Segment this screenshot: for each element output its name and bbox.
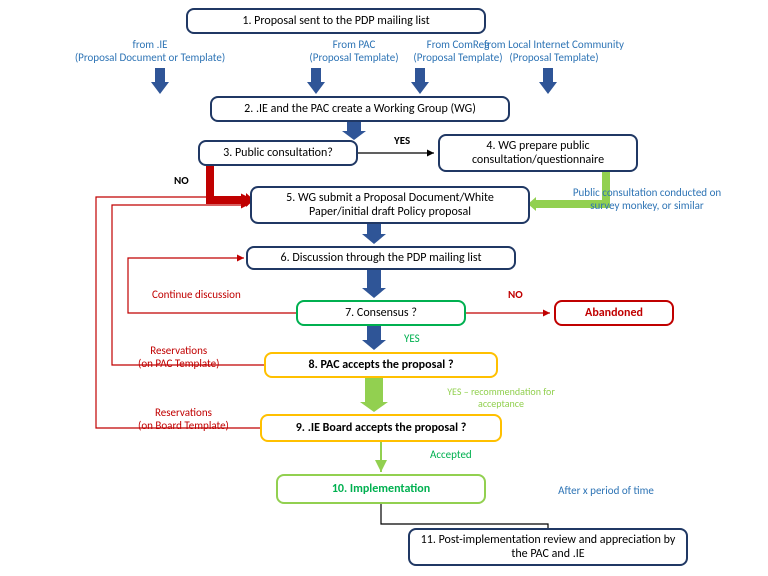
label-text: Accepted xyxy=(430,448,472,461)
label-yes7: YES xyxy=(404,332,420,345)
label-contdisc: Continue discussion xyxy=(152,288,241,301)
block-arrow-3 xyxy=(362,326,386,350)
label-res_pac: Reservations (on PAC Template) xyxy=(138,344,219,370)
node-text: 3. Public consultation? xyxy=(223,146,333,160)
label-text: NO xyxy=(508,288,523,301)
node-b8: 8. PAC accepts the proposal ? xyxy=(264,352,498,378)
label-afterx: After x period of time xyxy=(556,484,656,497)
label-text: Reservations (on PAC Template) xyxy=(138,344,219,370)
node-b2: 2. .IE and the PAC create a Working Grou… xyxy=(210,96,510,122)
label-text: Continue discussion xyxy=(152,288,241,301)
label-text: Reservations (on Board Template) xyxy=(138,406,229,432)
label-text: Public consultation conducted on survey … xyxy=(573,186,721,212)
arrow-6 xyxy=(381,504,548,528)
node-abandoned: Abandoned xyxy=(554,300,674,326)
source-line2: (Proposal Document or Template) xyxy=(60,51,240,64)
node-b1: 1. Proposal sent to the PDP mailing list xyxy=(186,8,486,34)
source-line1: from Local Internet Community xyxy=(464,38,644,51)
node-text: 8. PAC accepts the proposal ? xyxy=(308,358,453,372)
source-label-s1: from .IE(Proposal Document or Template) xyxy=(60,38,240,64)
node-text: 11. Post-implementation review and appre… xyxy=(416,533,680,561)
node-b9: 9. .IE Board accepts the proposal ? xyxy=(260,414,502,442)
node-text: 4. WG prepare public consultation/questi… xyxy=(446,139,630,167)
label-text: YES – recommendation for acceptance xyxy=(447,385,555,410)
node-b5: 5. WG submit a Proposal Document/White P… xyxy=(250,186,530,224)
node-text: 5. WG submit a Proposal Document/White P… xyxy=(258,191,522,219)
node-b11: 11. Post-implementation review and appre… xyxy=(408,528,688,566)
label-yes3: YES xyxy=(394,134,410,147)
arrow-3 xyxy=(112,205,264,365)
node-text: 6. Discussion through the PDP mailing li… xyxy=(281,251,482,265)
label-text: YES xyxy=(394,134,410,147)
block-arrow-1 xyxy=(362,224,386,244)
node-text: Abandoned xyxy=(585,306,643,320)
node-b4: 4. WG prepare public consultation/questi… xyxy=(438,134,638,172)
label-pubcon: Public consultation conducted on survey … xyxy=(572,186,722,212)
node-b6: 6. Discussion through the PDP mailing li… xyxy=(246,246,516,270)
label-no7: NO xyxy=(508,288,523,301)
label-res_board: Reservations (on Board Template) xyxy=(138,406,229,432)
label-yes8: YES – recommendation for acceptance xyxy=(426,386,576,410)
block-arrow-0 xyxy=(342,122,366,140)
node-text: 9. .IE Board accepts the proposal ? xyxy=(296,421,467,435)
node-b3: 3. Public consultation? xyxy=(198,140,358,166)
node-b10: 10. Implementation xyxy=(276,474,486,504)
label-no3: NO xyxy=(174,174,189,187)
label-accepted: Accepted xyxy=(430,448,472,461)
block-arrow-2 xyxy=(362,270,386,298)
source-label-s4: from Local Internet Community(Proposal T… xyxy=(464,38,644,64)
label-text: YES xyxy=(404,332,420,345)
block-arrow-4 xyxy=(360,378,388,412)
arrow-4 xyxy=(96,197,260,428)
source-line2: (Proposal Template) xyxy=(464,51,644,64)
node-text: 10. Implementation xyxy=(332,482,430,496)
node-text: 7. Consensus ? xyxy=(345,306,417,320)
label-text: NO xyxy=(174,174,189,187)
node-text: 2. .IE and the PAC create a Working Grou… xyxy=(244,102,476,116)
label-text: After x period of time xyxy=(558,484,654,497)
node-b7: 7. Consensus ? xyxy=(296,300,466,326)
source-line1: from .IE xyxy=(60,38,240,51)
node-text: 1. Proposal sent to the PDP mailing list xyxy=(242,14,429,28)
